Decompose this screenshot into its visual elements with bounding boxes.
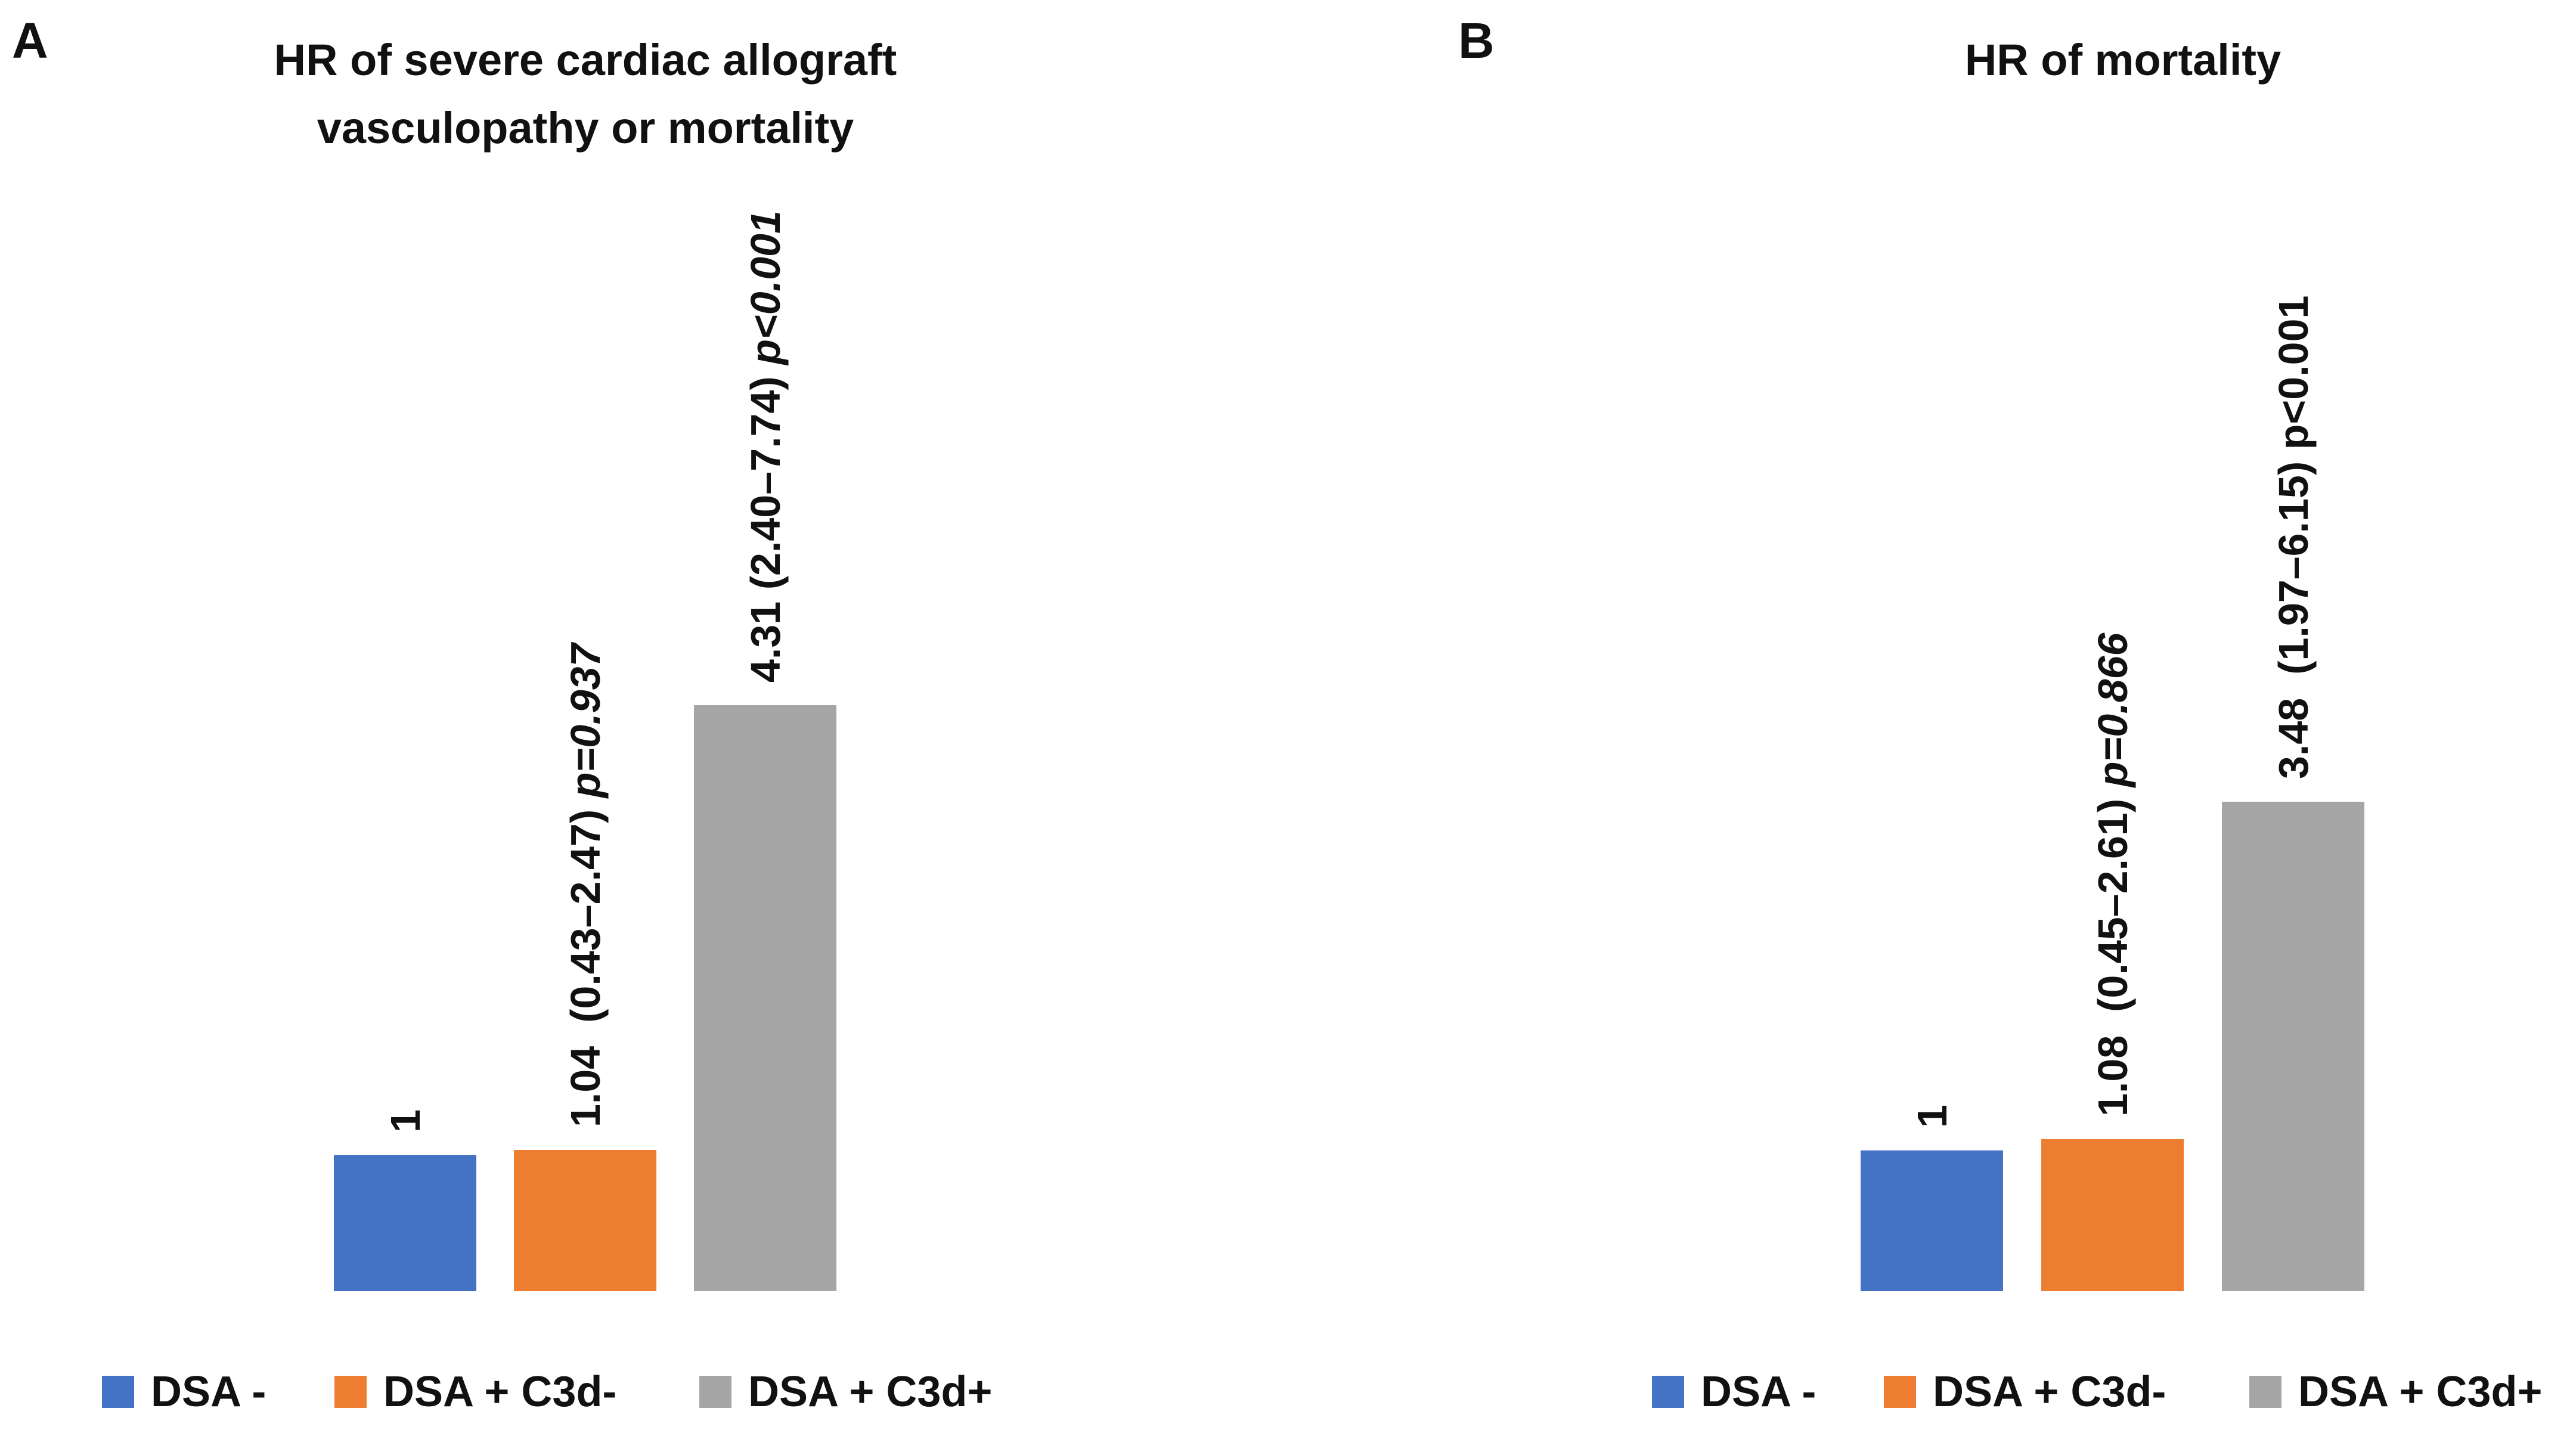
bar-value-text: 3.48 (1.97–6.15) [2270, 449, 2317, 779]
bar-dsa-c3d [694, 705, 836, 1291]
legend-label: DSA + C3d- [1933, 1368, 2166, 1416]
bar-value-label-dsa: 1 [1908, 1105, 1955, 1128]
bar-dsa [334, 1155, 476, 1291]
bar-value-label-dsa-c3d: 1.08 (0.45–2.61) p=0.866 [2089, 632, 2136, 1116]
bar-value-label-dsa-c3d: 3.48 (1.97–6.15) p<0.001 [2270, 295, 2317, 779]
legend-swatch-icon [1884, 1376, 1916, 1408]
legend-swatch-icon [2249, 1376, 2281, 1408]
panel-a-title: HR of severe cardiac allograft vasculopa… [228, 26, 943, 162]
panel-b-title: HR of mortality [1765, 26, 2481, 94]
legend-item-dsa-c3d: DSA + C3d+ [699, 1368, 993, 1416]
p-value-text: p<0.001 [2270, 295, 2317, 450]
bar-dsa [1861, 1150, 2003, 1291]
legend-label: DSA + C3d+ [2298, 1368, 2543, 1416]
bar-dsa-c3d [2041, 1139, 2184, 1291]
panel-a-letter: A [12, 13, 48, 69]
panel-b-letter: B [1458, 13, 1495, 69]
legend-item-dsa: DSA - [1652, 1368, 1816, 1416]
bar-value-text: 1.08 (0.45–2.61) [2089, 787, 2136, 1116]
legend-label: DSA - [1701, 1368, 1816, 1416]
bar-dsa-c3d [2222, 802, 2364, 1291]
legend-swatch-icon [102, 1376, 134, 1408]
legend-item-dsa: DSA - [102, 1368, 266, 1416]
legend-swatch-icon [334, 1376, 367, 1408]
bar-value-text: 1 [1908, 1105, 1955, 1128]
bar-dsa-c3d [514, 1150, 656, 1291]
legend-item-dsa-c3d: DSA + C3d- [1884, 1368, 2166, 1416]
legend-item-dsa-c3d: DSA + C3d+ [2249, 1368, 2543, 1416]
panel-a-title-line-1: HR of severe cardiac allograft [274, 35, 897, 85]
legend-swatch-icon [699, 1376, 731, 1408]
legend-label: DSA + C3d+ [748, 1368, 993, 1416]
legend-item-dsa-c3d: DSA + C3d- [334, 1368, 617, 1416]
legend-label: DSA - [151, 1368, 266, 1416]
legend-swatch-icon [1652, 1376, 1684, 1408]
p-value-text: p=0.866 [2089, 632, 2136, 787]
panel-b-title-line-1: HR of mortality [1964, 35, 2281, 85]
panel-a-title-line-2: vasculopathy or mortality [317, 103, 854, 153]
legend-label: DSA + C3d- [383, 1368, 617, 1416]
